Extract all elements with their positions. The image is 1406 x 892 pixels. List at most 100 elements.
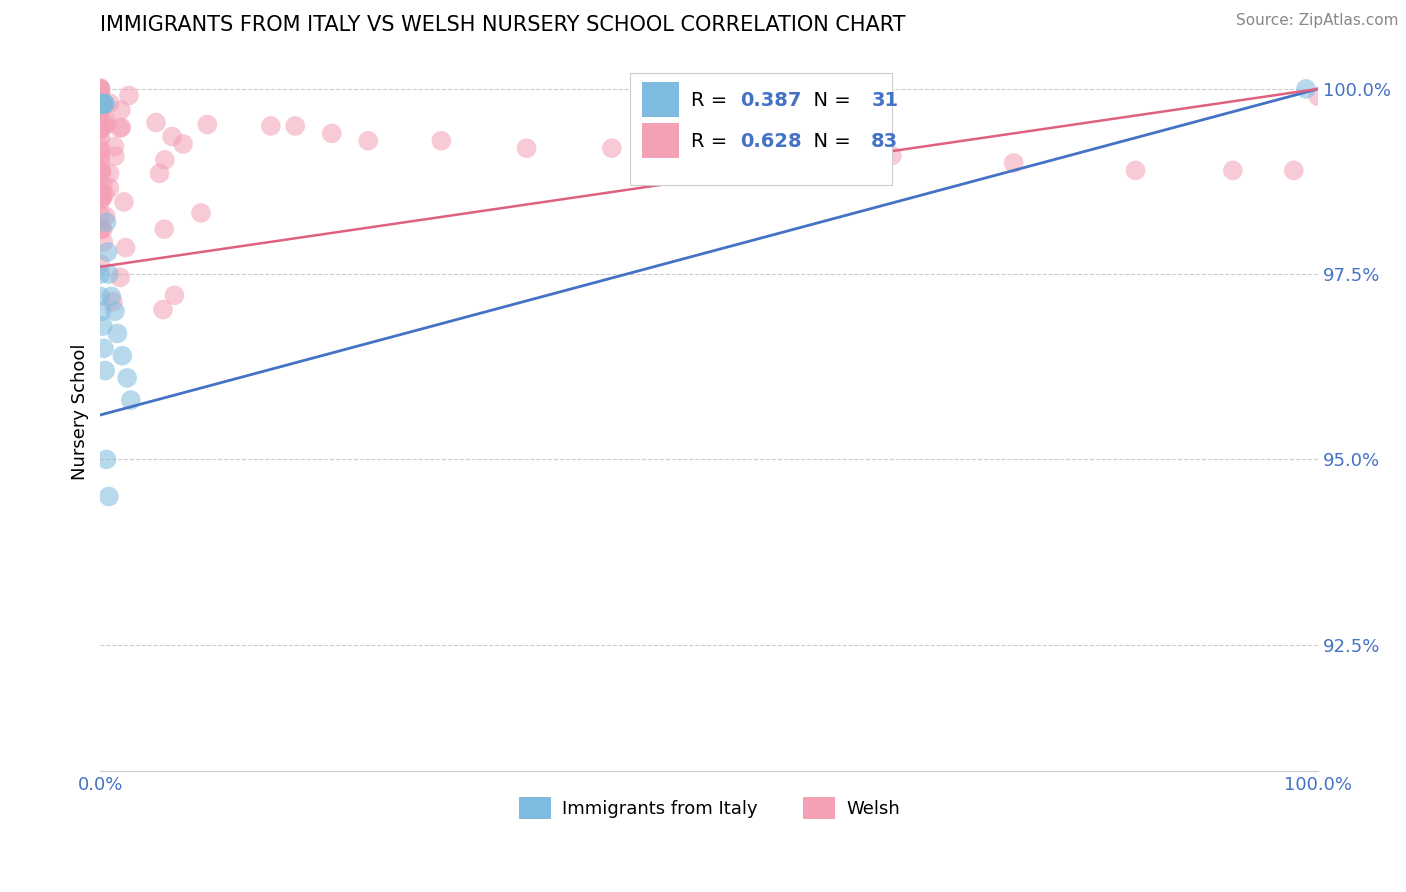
Point: [93, 118, 115, 132]
Point: [96, 215, 118, 229]
Point: [89, 267, 111, 281]
Point: [93, 96, 115, 111]
Point: [90, 96, 112, 111]
Point: [108, 121, 131, 136]
FancyBboxPatch shape: [630, 73, 891, 185]
Point: [104, 304, 127, 318]
Point: [153, 222, 176, 236]
Point: [89, 121, 111, 136]
Point: [190, 206, 212, 220]
Point: [90, 84, 112, 98]
Point: [89, 148, 111, 162]
Point: [90, 96, 112, 111]
Point: [90, 96, 112, 111]
Text: 31: 31: [872, 91, 898, 111]
Point: [96, 452, 118, 467]
Point: [89, 81, 111, 95]
Point: [89, 208, 111, 222]
Point: [89, 81, 111, 95]
Point: [89, 193, 111, 207]
Point: [880, 148, 903, 162]
Point: [94, 363, 117, 377]
Point: [89, 103, 111, 117]
Point: [103, 139, 125, 153]
Point: [284, 119, 307, 133]
Point: [89, 120, 111, 134]
Point: [163, 288, 186, 302]
Point: [91, 96, 114, 111]
Point: [89, 119, 111, 133]
FancyBboxPatch shape: [643, 123, 679, 158]
Point: [697, 148, 720, 162]
Point: [1125, 163, 1147, 178]
Point: [97, 490, 120, 504]
Point: [110, 270, 132, 285]
Point: [91, 100, 114, 114]
Text: N =: N =: [800, 91, 856, 111]
Point: [115, 371, 138, 385]
Point: [600, 141, 623, 155]
Point: [820, 156, 842, 170]
Point: [89, 96, 111, 111]
Point: [90, 192, 112, 206]
Point: [100, 289, 122, 303]
Point: [98, 96, 121, 111]
Point: [89, 153, 111, 167]
Point: [89, 131, 111, 145]
Point: [93, 96, 115, 111]
Point: [90, 162, 112, 177]
Point: [1002, 156, 1025, 170]
Point: [118, 88, 141, 103]
Point: [94, 113, 117, 128]
Point: [89, 121, 111, 136]
Point: [111, 349, 134, 363]
Point: [1222, 163, 1244, 178]
Point: [89, 96, 111, 111]
Point: [89, 289, 111, 303]
Point: [94, 209, 117, 223]
Point: [321, 126, 343, 140]
Point: [145, 115, 167, 129]
Point: [90, 304, 112, 318]
Legend: Immigrants from Italy, Welsh: Immigrants from Italy, Welsh: [512, 790, 907, 826]
Point: [89, 141, 111, 155]
Point: [89, 96, 111, 111]
Point: [97, 244, 120, 259]
Point: [112, 194, 135, 209]
Point: [91, 235, 114, 250]
Point: [89, 124, 111, 138]
Point: [114, 241, 136, 255]
Point: [1308, 89, 1330, 103]
Point: [91, 178, 114, 193]
Point: [89, 82, 111, 96]
Point: [89, 222, 111, 236]
Point: [96, 117, 118, 131]
Point: [89, 87, 111, 101]
Point: [110, 120, 132, 135]
Point: [89, 101, 111, 115]
Text: R =: R =: [690, 132, 734, 151]
Point: [160, 129, 183, 144]
Text: 0.387: 0.387: [740, 91, 801, 111]
Point: [153, 153, 176, 167]
Point: [89, 118, 111, 132]
Point: [152, 302, 174, 317]
Point: [195, 118, 218, 132]
Point: [98, 181, 121, 195]
Point: [94, 96, 117, 111]
Point: [1295, 82, 1317, 96]
Point: [172, 136, 194, 151]
Point: [357, 134, 380, 148]
Point: [91, 189, 114, 203]
Point: [120, 393, 142, 408]
Point: [91, 102, 114, 116]
Point: [97, 267, 120, 281]
Point: [94, 187, 117, 202]
Point: [89, 98, 111, 112]
Point: [89, 89, 111, 103]
Point: [430, 134, 453, 148]
Point: [91, 319, 114, 334]
Point: [90, 221, 112, 235]
Point: [260, 119, 283, 133]
Point: [93, 341, 115, 355]
